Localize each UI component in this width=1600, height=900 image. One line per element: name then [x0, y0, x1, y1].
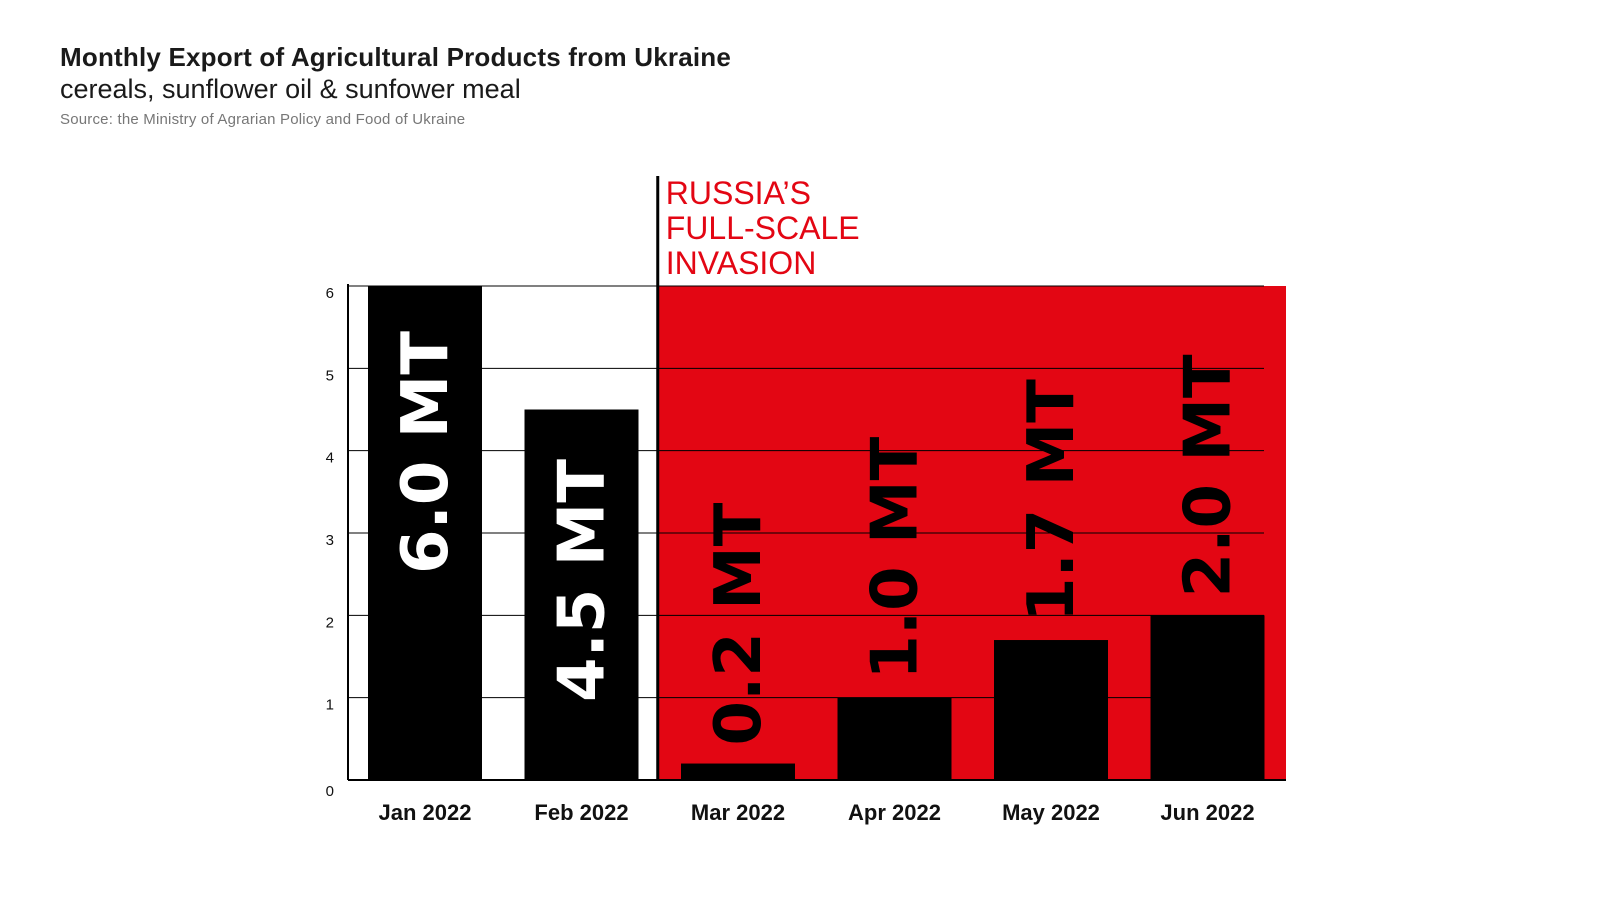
bar [681, 763, 795, 780]
y-tick-label: 6 [326, 285, 334, 302]
x-category-label: Feb 2022 [534, 800, 628, 825]
bar-value-label: 2.0 MT [1172, 354, 1246, 597]
y-tick-label: 2 [326, 614, 334, 631]
bar-value-label: 1.7 MT [1015, 379, 1089, 622]
x-category-label: Mar 2022 [691, 800, 785, 825]
chart-subtitle: cereals, sunflower oil & sunfower meal [60, 74, 521, 104]
y-tick-label: 3 [326, 532, 334, 549]
bar-value-label: 0.2 MT [702, 502, 776, 745]
invasion-annotation-line: RUSSIA’S [666, 175, 811, 211]
bar-value-label: 1.0 MT [859, 436, 933, 679]
x-category-label: Jan 2022 [379, 800, 472, 825]
chart-header: Monthly Export of Agricultural Products … [60, 40, 731, 128]
bar-value-label: 6.0 MT [389, 331, 463, 574]
invasion-annotation-line: INVASION [666, 245, 817, 281]
chart-source: Source: the Ministry of Agrarian Policy … [60, 111, 466, 128]
y-tick-label: 0 [326, 783, 334, 800]
bar [368, 286, 482, 780]
invasion-annotation-line: FULL-SCALE [666, 210, 860, 246]
bar [524, 409, 639, 780]
bar [1150, 615, 1265, 780]
chart-title: Monthly Export of Agricultural Products … [60, 42, 732, 72]
bar-value-label: 4.5 MT [546, 459, 620, 702]
y-tick-label: 1 [326, 697, 334, 714]
y-tick-label: 4 [326, 450, 334, 467]
bar [837, 697, 952, 780]
y-tick-label: 5 [326, 367, 334, 384]
bar [994, 640, 1108, 780]
x-category-label: Apr 2022 [848, 800, 941, 825]
x-category-label: May 2022 [1002, 800, 1100, 825]
x-category-label: Jun 2022 [1160, 800, 1254, 825]
